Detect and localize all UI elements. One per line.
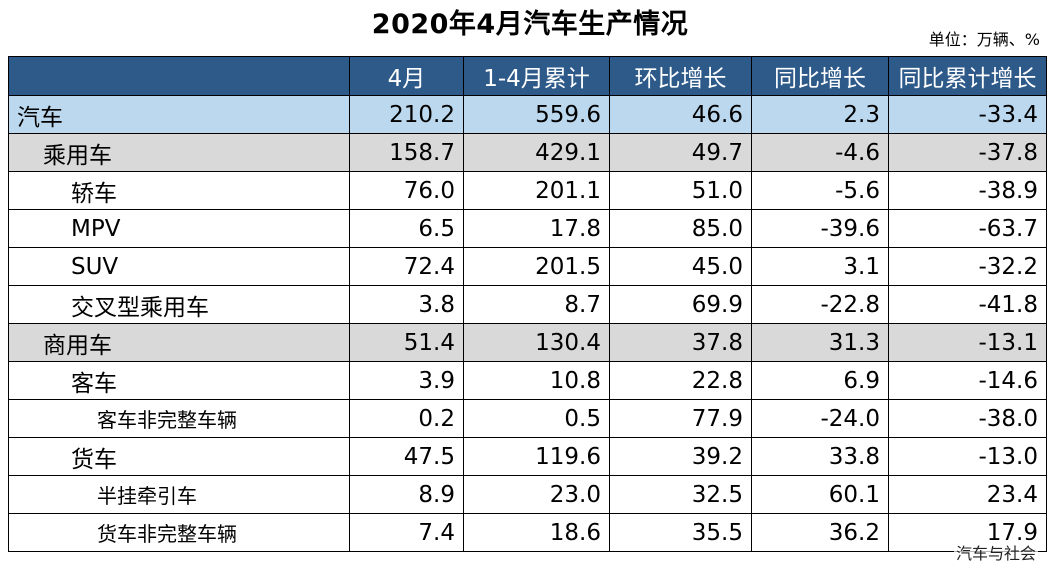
table-row: 货车 47.5 119.6 39.2 33.8 -13.0 — [8, 437, 1047, 476]
row-label: 汽车 — [8, 95, 350, 134]
row-label: 半挂牵引车 — [8, 475, 350, 514]
table-row: 商用车 51.4 130.4 37.8 31.3 -13.1 — [8, 323, 1047, 362]
header-name — [8, 56, 350, 96]
table-cell: 210.2 — [349, 95, 464, 134]
table-row: 乘用车 158.7 429.1 49.7 -4.6 -37.8 — [8, 133, 1047, 172]
row-label: SUV — [8, 247, 350, 286]
table-cell: 119.6 — [463, 437, 610, 476]
table-row: 客车 3.9 10.8 22.8 6.9 -14.6 — [8, 361, 1047, 400]
table-cell: 33.8 — [751, 437, 889, 476]
table-cell: 37.8 — [609, 323, 752, 362]
row-label: 客车 — [8, 361, 350, 400]
table-cell: -24.0 — [751, 399, 889, 438]
table-cell: 8.9 — [349, 475, 464, 514]
table-cell: 17.8 — [463, 209, 610, 248]
row-label: 客车非完整车辆 — [8, 399, 350, 438]
table-row: 货车非完整车辆 7.4 18.6 35.5 36.2 17.9 — [8, 513, 1047, 552]
row-label: 货车非完整车辆 — [8, 513, 350, 552]
table-cell: 0.2 — [349, 399, 464, 438]
table-cell: 22.8 — [609, 361, 752, 400]
table-cell: -63.7 — [888, 209, 1047, 248]
table-cell: -5.6 — [751, 171, 889, 210]
row-label: 货车 — [8, 437, 350, 476]
table-row: 交叉型乘用车 3.8 8.7 69.9 -22.8 -41.8 — [8, 285, 1047, 324]
table-cell: 77.9 — [609, 399, 752, 438]
table-cell: 31.3 — [751, 323, 889, 362]
table-cell: 0.5 — [463, 399, 610, 438]
table-row: 客车非完整车辆 0.2 0.5 77.9 -24.0 -38.0 — [8, 399, 1047, 438]
table-cell: 158.7 — [349, 133, 464, 172]
table-cell: -4.6 — [751, 133, 889, 172]
table-row: MPV 6.5 17.8 85.0 -39.6 -63.7 — [8, 209, 1047, 248]
table-cell: -41.8 — [888, 285, 1047, 324]
table-cell: 130.4 — [463, 323, 610, 362]
table-cell: 45.0 — [609, 247, 752, 286]
table-cell: -38.9 — [888, 171, 1047, 210]
table-row: 半挂牵引车 8.9 23.0 32.5 60.1 23.4 — [8, 475, 1047, 514]
table-cell: -13.1 — [888, 323, 1047, 362]
table-cell: 3.8 — [349, 285, 464, 324]
table-cell: -37.8 — [888, 133, 1047, 172]
row-label: 商用车 — [8, 323, 350, 362]
table-cell: 47.5 — [349, 437, 464, 476]
table-cell: 35.5 — [609, 513, 752, 552]
table-cell: 49.7 — [609, 133, 752, 172]
table-cell: 10.8 — [463, 361, 610, 400]
table-cell: 60.1 — [751, 475, 889, 514]
header-april: 4月 — [349, 56, 464, 96]
table-cell: 32.5 — [609, 475, 752, 514]
header-yoy: 同比增长 — [751, 56, 889, 96]
row-label: 轿车 — [8, 171, 350, 210]
table-cell: 72.4 — [349, 247, 464, 286]
table-cell: 2.3 — [751, 95, 889, 134]
header-mom: 环比增长 — [609, 56, 752, 96]
table-cell: 429.1 — [463, 133, 610, 172]
table-cell: 201.1 — [463, 171, 610, 210]
table-row: SUV 72.4 201.5 45.0 3.1 -32.2 — [8, 247, 1047, 286]
watermark: 汽车与社会 — [953, 540, 1038, 564]
row-label: MPV — [8, 209, 350, 248]
table-cell: 85.0 — [609, 209, 752, 248]
table-row: 轿车 76.0 201.1 51.0 -5.6 -38.9 — [8, 171, 1047, 210]
row-label: 乘用车 — [8, 133, 350, 172]
table-cell: 3.1 — [751, 247, 889, 286]
table-cell: -39.6 — [751, 209, 889, 248]
table-cell: -13.0 — [888, 437, 1047, 476]
page-title: 2020年4月汽车生产情况 — [371, 9, 689, 40]
table-cell: 8.7 — [463, 285, 610, 324]
header-cumulative: 1-4月累计 — [463, 56, 610, 96]
table-cell: 39.2 — [609, 437, 752, 476]
table-cell: 201.5 — [463, 247, 610, 286]
table-cell: 6.5 — [349, 209, 464, 248]
table-cell: 51.0 — [609, 171, 752, 210]
row-label: 交叉型乘用车 — [8, 285, 350, 324]
table-row: 汽车 210.2 559.6 46.6 2.3 -33.4 — [8, 95, 1047, 134]
unit-label: 单位：万辆、% — [928, 30, 1040, 49]
table-cell: 559.6 — [463, 95, 610, 134]
production-table: 4月 1-4月累计 环比增长 同比增长 同比累计增长 汽车 210.2 559.6 4… — [8, 56, 1047, 552]
table-body: 汽车 210.2 559.6 46.6 2.3 -33.4 乘用车 158.7 429.1 49.… — [8, 95, 1047, 552]
table-cell: 18.6 — [463, 513, 610, 552]
table-cell: 69.9 — [609, 285, 752, 324]
table-cell: 46.6 — [609, 95, 752, 134]
table-cell: 6.9 — [751, 361, 889, 400]
header-yoy-cumulative: 同比累计增长 — [888, 56, 1047, 96]
table-cell: 36.2 — [751, 513, 889, 552]
table-cell: 23.0 — [463, 475, 610, 514]
table-cell: 76.0 — [349, 171, 464, 210]
table-cell: -32.2 — [888, 247, 1047, 286]
table-cell: 3.9 — [349, 361, 464, 400]
table-cell: -33.4 — [888, 95, 1047, 134]
table-cell: -22.8 — [751, 285, 889, 324]
table-header-row: 4月 1-4月累计 环比增长 同比增长 同比累计增长 — [8, 56, 1047, 96]
table-cell: 51.4 — [349, 323, 464, 362]
table-cell: -14.6 — [888, 361, 1047, 400]
table-cell: -38.0 — [888, 399, 1047, 438]
table-cell: 7.4 — [349, 513, 464, 552]
table-cell: 23.4 — [888, 475, 1047, 514]
